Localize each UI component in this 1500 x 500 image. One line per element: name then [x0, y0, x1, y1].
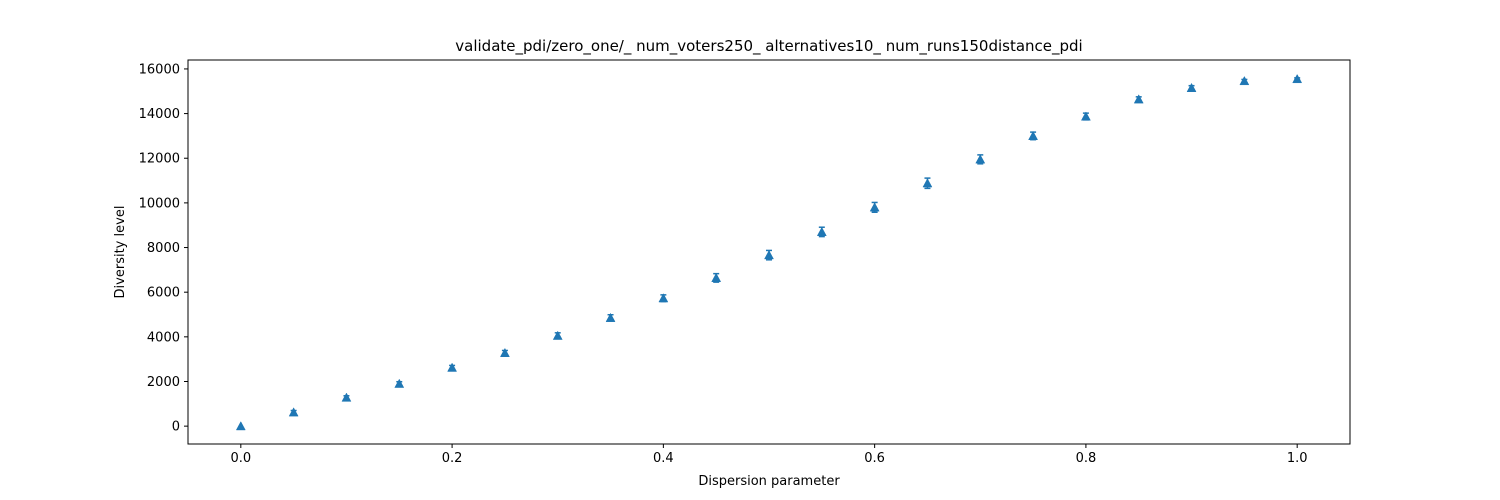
- data-point: [1239, 75, 1250, 86]
- y-axis-label: Diversity level: [113, 206, 128, 299]
- data-point: [552, 330, 563, 340]
- y-tick-label: 12000: [139, 152, 180, 167]
- x-tick-label: 0.4: [653, 451, 674, 466]
- x-tick-label: 0.0: [230, 451, 251, 466]
- x-tick-label: 0.6: [864, 451, 885, 466]
- data-point: [341, 392, 352, 402]
- x-tick-label: 0.8: [1076, 451, 1097, 466]
- data-point: [1133, 94, 1144, 104]
- y-tick-label: 2000: [147, 375, 180, 390]
- data-point: [816, 226, 827, 236]
- y-tick-label: 10000: [139, 196, 180, 211]
- data-point: [922, 178, 933, 188]
- data-point: [1292, 73, 1303, 84]
- y-tick-label: 6000: [147, 286, 180, 301]
- y-tick-label: 8000: [147, 241, 180, 256]
- data-point: [711, 272, 722, 282]
- x-tick-label: 1.0: [1287, 451, 1308, 466]
- y-tick-label: 14000: [139, 107, 180, 122]
- y-axis: 0 2000 4000 6000 8000 10000 12000 14000 16000: [139, 62, 188, 435]
- data-point: [447, 362, 458, 372]
- data-marks-layer: [235, 73, 1303, 431]
- data-point: [235, 421, 246, 431]
- data-point: [869, 202, 880, 212]
- x-tick-label: 0.2: [442, 451, 463, 466]
- x-axis: 0.0 0.2 0.4 0.6 0.8 1.0: [230, 444, 1308, 466]
- y-tick-label: 0: [172, 420, 180, 435]
- y-tick-label: 4000: [147, 330, 180, 345]
- data-point: [605, 312, 616, 322]
- data-point: [975, 154, 986, 164]
- data-point: [764, 250, 774, 260]
- y-tick-label: 16000: [139, 62, 180, 77]
- data-point: [394, 378, 405, 388]
- data-point: [658, 293, 669, 303]
- data-point: [1028, 130, 1039, 140]
- data-point: [288, 407, 299, 417]
- data-point: [1080, 111, 1091, 121]
- x-axis-label: Dispersion parameter: [698, 474, 840, 489]
- data-point: [499, 347, 510, 357]
- data-point: [1186, 82, 1197, 92]
- chart-title: validate_pdi/zero_one/_ num_voters250_ a…: [455, 37, 1082, 56]
- plot-frame: [187, 59, 1351, 445]
